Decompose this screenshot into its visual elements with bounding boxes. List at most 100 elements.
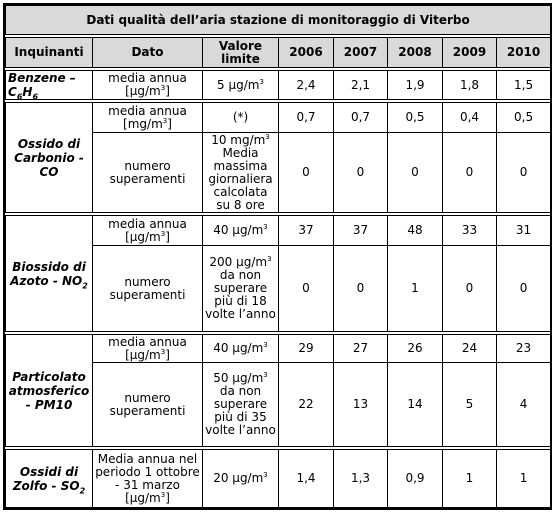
value-cell: 0,7 (333, 102, 388, 133)
limite-cell: (*) (202, 102, 279, 133)
unit-superscript: 3 (265, 132, 270, 141)
table-title: Dati qualità dell’aria stazione di monit… (4, 5, 552, 35)
air-quality-table: Dati qualità dell’aria stazione di monit… (4, 5, 552, 508)
dato-text: media annua [µg/m (108, 71, 187, 98)
limite-text: 20 µg/m (213, 471, 264, 485)
value-cell: 24 (442, 334, 497, 363)
value-cell: 0 (495, 132, 552, 213)
limite-text: da non superare più di 18 volte l’anno (205, 268, 276, 321)
limite-cell: 50 µg/m3 da non superare più di 35 volte … (202, 362, 279, 447)
air-quality-table-frame: Dati qualità dell’aria stazione di monit… (3, 3, 552, 510)
dato-cell: numero superamenti (92, 362, 203, 447)
pollutant-name: Benzene – (8, 71, 76, 86)
value-cell: 33 (442, 215, 497, 246)
unit-superscript: 3 (267, 255, 272, 263)
value-cell: 1,8 (442, 70, 497, 100)
value-cell: 0,5 (495, 102, 552, 133)
value-cell: 23 (495, 334, 552, 363)
header-year: 2010 (495, 37, 552, 68)
value-cell: 13 (333, 362, 388, 447)
unit-superscript: 3 (259, 77, 264, 86)
value-cell: 1,5 (495, 70, 552, 100)
header-year: 2008 (387, 37, 443, 68)
value-cell: 0,7 (278, 102, 334, 133)
table-row: Benzene – C6H6 media annua [µg/m3] 5 µg/… (5, 70, 552, 100)
formula-subscript: 6 (32, 92, 39, 100)
pollutant-no2: Biossido di Azoto - NO2 (5, 215, 93, 332)
unit-superscript: 3 (160, 229, 166, 238)
value-cell: 22 (278, 362, 334, 447)
value-cell: 0 (495, 245, 552, 332)
value-cell: 27 (333, 334, 388, 363)
unit-superscript: 3 (160, 347, 166, 356)
value-cell: 0 (278, 132, 334, 213)
limite-text: 10 mg/m (211, 132, 266, 147)
limite-text: 40 µg/m (213, 223, 264, 237)
unit-superscript: 3 (263, 371, 268, 379)
dato-text: ] (165, 229, 170, 244)
dato-cell: Media annua nel periodo 1 ottobre - 31 m… (92, 449, 203, 508)
value-cell: 1 (442, 449, 497, 508)
limite-cell: 5 µg/m3 (202, 70, 279, 100)
header-dato: Dato (92, 37, 203, 68)
value-cell: 1 (495, 449, 552, 508)
table-row: Biossido di Azoto - NO2 media annua [µg/… (5, 215, 552, 332)
pollutant-benzene: Benzene – C6H6 (5, 70, 93, 100)
value-cell: 5 (442, 362, 497, 447)
value-cell: 29 (278, 334, 334, 363)
limite-cell: 20 µg/m3 (202, 449, 279, 508)
value-cell: 0,4 (442, 102, 497, 133)
formula-subscript: 6 (16, 92, 23, 100)
formula-part: H (22, 85, 33, 99)
value-cell: 0 (278, 245, 334, 332)
value-cell: 0 (442, 245, 497, 332)
value-cell: 1,4 (278, 449, 334, 508)
pollutant-co: Ossido di Carbonio - CO (5, 102, 93, 213)
formula-part: C (8, 85, 17, 99)
value-cell: 1,3 (333, 449, 388, 508)
unit-superscript: 3 (160, 84, 166, 92)
dato-text: ] (167, 116, 172, 131)
formula-subscript: 2 (82, 280, 88, 290)
header-year: 2006 (278, 37, 334, 68)
limite-text: da non superare più di 35 volte l’anno (205, 384, 276, 437)
header-row: Inquinanti Dato Valore limite 2006 2007 … (5, 37, 552, 68)
unit-superscript: 3 (160, 490, 166, 499)
value-cell: 26 (387, 334, 443, 363)
value-cell: 0 (333, 245, 388, 332)
limite-cell: 40 µg/m3 (202, 334, 279, 363)
dato-text: media annua [µg/m (108, 334, 187, 362)
header-year: 2009 (442, 37, 497, 68)
value-cell: 0 (387, 132, 443, 213)
value-cell: 31 (495, 215, 552, 246)
dato-text: media annua [µg/m (108, 216, 187, 244)
limite-text: 50 µg/m (213, 371, 264, 385)
dato-cell: media annua [µg/m3] (92, 215, 203, 246)
unit-superscript: 3 (263, 471, 268, 479)
limite-text: 40 µg/m (213, 341, 264, 355)
limite-text: 200 µg/m (209, 255, 268, 269)
table-row: numero superamenti 10 mg/m3 Media massima… (6, 132, 552, 213)
value-cell: 1 (387, 245, 443, 332)
value-cell: 37 (333, 215, 388, 246)
dato-cell: media annua [µg/m3] (92, 70, 203, 100)
header-valore-limite: Valore limite (202, 37, 279, 68)
dato-text: Media annua nel periodo 1 ottobre - 31 m… (95, 451, 200, 505)
limite-text: 5 µg/m (217, 77, 260, 92)
header-inquinanti: Inquinanti (5, 37, 93, 68)
limite-cell: 200 µg/m3 da non superare più di 18 volte… (202, 245, 279, 332)
unit-superscript: 3 (162, 116, 168, 125)
value-cell: 2,4 (278, 70, 334, 100)
dato-cell: media annua [µg/m3] (92, 334, 203, 363)
table-row: numero superamenti 50 µg/m3 da non supera… (6, 362, 552, 447)
dato-text: ] (165, 490, 170, 505)
value-cell: 1,9 (387, 70, 443, 100)
table-row: Ossidi di Zolfo - SO2 Media annua nel pe… (5, 449, 552, 508)
dato-text: media annua [mg/m (108, 103, 187, 131)
value-cell: 14 (387, 362, 443, 447)
table-row: Particolato atmosferico - PM10 media ann… (5, 334, 552, 447)
pollutant-name: Biossido di Azoto - NO (10, 259, 86, 288)
value-cell: 37 (278, 215, 334, 246)
header-year: 2007 (333, 37, 388, 68)
limite-cell: 40 µg/m3 (202, 215, 279, 246)
